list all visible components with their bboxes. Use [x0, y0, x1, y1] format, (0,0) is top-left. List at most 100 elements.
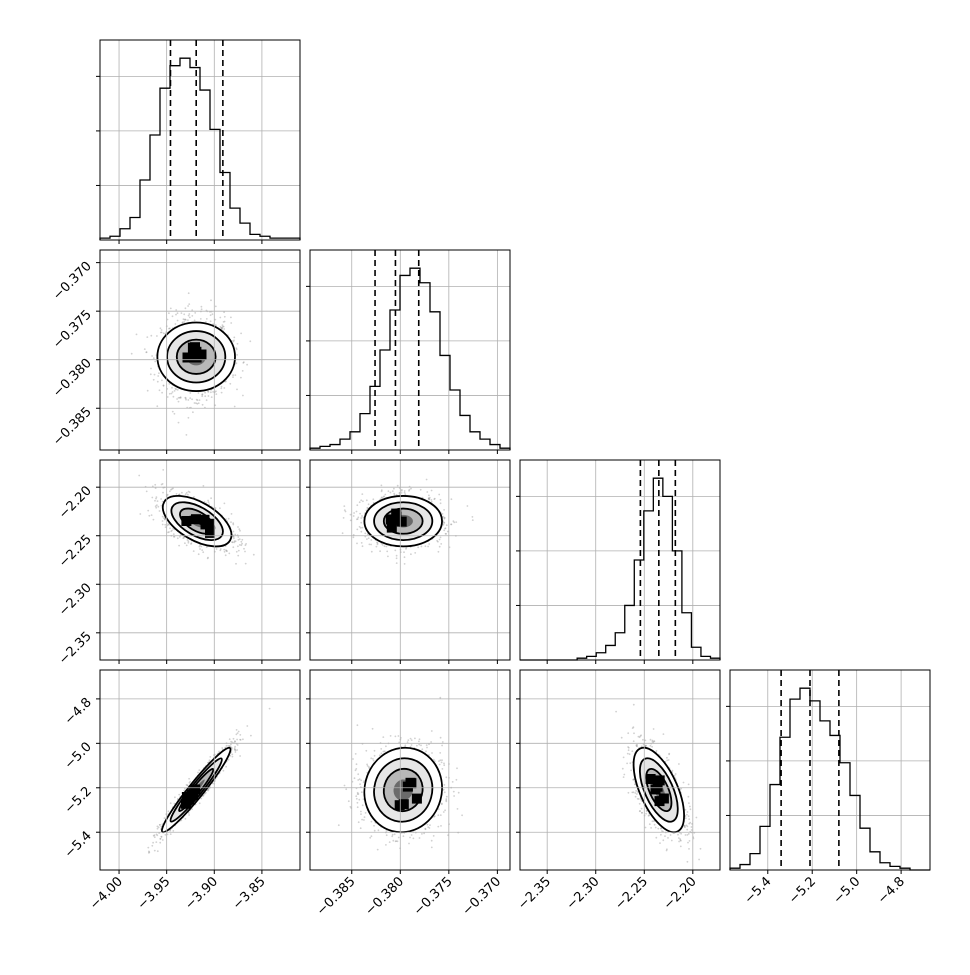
scatter-point: [238, 731, 240, 733]
scatter-point: [153, 379, 155, 381]
scatter-point: [172, 411, 174, 413]
scatter-point: [144, 348, 146, 350]
scatter-point: [359, 526, 361, 528]
scatter-point: [232, 541, 234, 543]
scatter-point: [421, 546, 423, 548]
scatter-point: [224, 316, 226, 318]
scatter-point: [172, 315, 174, 317]
scatter-point: [145, 351, 147, 353]
scatter-point: [168, 531, 170, 533]
scatter-point: [223, 387, 225, 389]
scatter-point: [233, 531, 235, 533]
scatter-point: [366, 538, 368, 540]
scatter-point: [198, 402, 200, 404]
pair-panel-0-2-density-core-5: [191, 514, 201, 524]
scatter-point: [201, 549, 203, 551]
scatter-point: [163, 385, 165, 387]
scatter-point: [164, 519, 166, 521]
scatter-point: [227, 745, 229, 747]
scatter-point: [189, 317, 191, 319]
scatter-point: [353, 515, 355, 517]
scatter-point: [404, 563, 406, 565]
scatter-point: [169, 527, 171, 529]
scatter-point: [212, 313, 214, 315]
scatter-point: [250, 735, 252, 737]
scatter-point: [153, 519, 155, 521]
scatter-point: [210, 314, 212, 316]
scatter-point: [233, 738, 235, 740]
scatter-point: [362, 500, 364, 502]
scatter-point: [162, 492, 164, 494]
scatter-point: [234, 746, 236, 748]
scatter-point: [170, 802, 172, 804]
scatter-point: [220, 548, 222, 550]
scatter-point: [178, 545, 180, 547]
scatter-point: [350, 520, 352, 522]
scatter-point: [184, 542, 186, 544]
scatter-point: [410, 553, 412, 555]
scatter-point: [242, 370, 244, 372]
hist-panel-0-steps: [100, 58, 300, 240]
scatter-point: [169, 490, 171, 492]
scatter-point: [377, 544, 379, 546]
scatter-point: [361, 493, 363, 495]
scatter-point: [162, 483, 164, 485]
scatter-point: [208, 391, 210, 393]
scatter-point: [167, 396, 169, 398]
scatter-point: [356, 511, 358, 513]
scatter-point: [154, 361, 156, 363]
scatter-point: [230, 521, 232, 523]
scatter-point: [199, 802, 201, 804]
scatter-point: [174, 796, 176, 798]
hist-panel-3: [726, 670, 930, 870]
scatter-point: [184, 321, 186, 323]
scatter-point: [224, 321, 226, 323]
hist-panel-3-xtick-label-2: −5.0: [831, 874, 864, 907]
scatter-point: [207, 500, 209, 502]
scatter-point: [161, 332, 163, 334]
pair-panel-0-3-xtick-label-3: −3.85: [230, 874, 269, 913]
hist-panel-2-steps: [520, 478, 720, 660]
scatter-point: [151, 355, 153, 357]
pair-panel-0-3-ytick-label-2: −5.0: [62, 740, 95, 773]
scatter-point: [170, 833, 172, 835]
scatter-point: [242, 738, 244, 740]
scatter-point: [158, 372, 160, 374]
scatter-point: [232, 524, 234, 526]
scatter-point: [192, 411, 194, 413]
scatter-point: [188, 315, 190, 317]
scatter-point: [236, 551, 238, 553]
scatter-point: [230, 317, 232, 319]
pair-panel-0-1-ytick-label-2: −0.375: [50, 307, 95, 352]
scatter-point: [237, 545, 239, 547]
scatter-point: [162, 524, 164, 526]
scatter-point: [160, 327, 162, 329]
scatter-point: [387, 556, 389, 558]
scatter-point: [238, 528, 240, 530]
scatter-point: [228, 553, 230, 555]
scatter-point: [199, 548, 201, 550]
scatter-point: [150, 373, 152, 375]
scatter-point: [198, 769, 200, 771]
pair-panel-0-2-ytick-label-2: −2.25: [56, 532, 95, 571]
scatter-point: [198, 553, 200, 555]
scatter-point: [202, 551, 204, 553]
scatter-point: [178, 422, 180, 424]
scatter-point: [244, 551, 246, 553]
scatter-point: [403, 551, 405, 553]
scatter-point: [234, 740, 236, 742]
scatter-point: [215, 306, 217, 308]
scatter-point: [159, 389, 161, 391]
scatter-point: [168, 383, 170, 385]
scatter-point: [185, 818, 187, 820]
scatter-point: [136, 334, 138, 336]
scatter-point: [223, 770, 225, 772]
hist-panel-1-frame: [310, 250, 510, 450]
scatter-point: [230, 322, 232, 324]
scatter-point: [202, 404, 204, 406]
hist-panel-3-steps: [730, 688, 930, 870]
scatter-point: [194, 320, 196, 322]
scatter-point: [237, 343, 239, 345]
scatter-point: [220, 326, 222, 328]
scatter-point: [206, 546, 208, 548]
